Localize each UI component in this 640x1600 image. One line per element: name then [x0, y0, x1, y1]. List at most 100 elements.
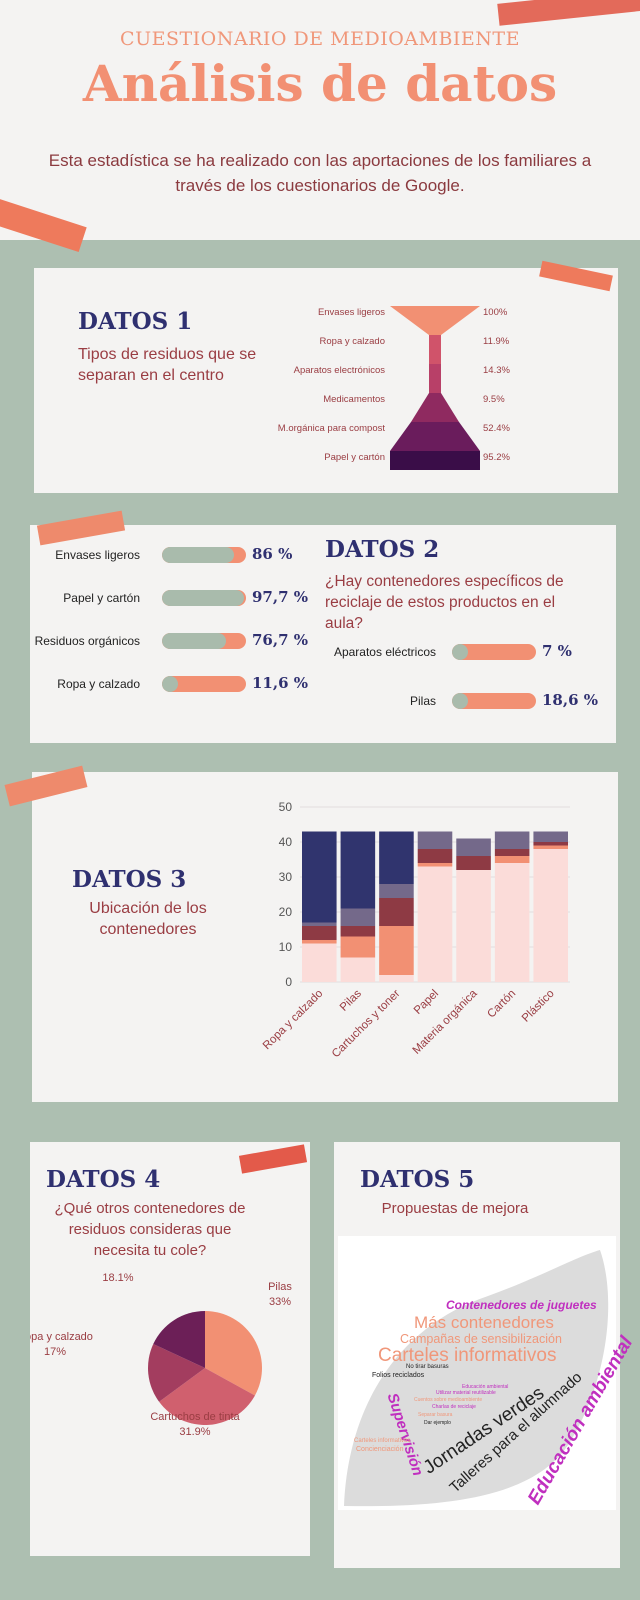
word: Campañas de sensibilización: [400, 1332, 562, 1346]
bar-segment: [340, 831, 376, 909]
progress-label: Pilas: [409, 694, 436, 708]
intro-text: Esta estadística se ha realizado con las…: [48, 151, 592, 195]
progress-fill: [452, 644, 468, 660]
bar-segment: [340, 957, 376, 982]
datos1-subtitle: Tipos de residuos que se separan en el c…: [78, 346, 257, 384]
progress-track: [162, 676, 246, 692]
bar-segment: [379, 898, 414, 926]
datos4-subtitle: ¿Qué otros contenedores de residuos cons…: [54, 1200, 246, 1259]
bar-segment: [340, 926, 376, 937]
progress-label: Residuos orgánicos: [34, 634, 140, 648]
progress-label: Ropa y calzado: [57, 677, 140, 691]
funnel-category-label: Ropa y calzado: [320, 336, 385, 347]
word: Utilizar material reutilizable: [436, 1390, 496, 1396]
bar-segment: [379, 975, 414, 982]
datos1-panel: [34, 268, 618, 493]
datos3-subtitle: Ubicación de los contenedores: [89, 900, 207, 938]
funnel-segment: [429, 335, 441, 364]
bar-segment: [417, 849, 453, 863]
word: Cuentos sobre medioambiente: [414, 1397, 483, 1403]
x-tick-label: Plástico: [520, 988, 557, 1025]
word: No tirar basuras: [406, 1364, 449, 1370]
progress-fill: [452, 693, 468, 709]
x-tick-label: Cartón: [485, 988, 518, 1021]
progress-value: 76,7 %: [252, 631, 309, 649]
progress-value: 97,7 %: [252, 588, 309, 606]
progress-label: Papel y cartón: [63, 591, 140, 605]
bar-segment: [494, 863, 530, 982]
progress-fill: [162, 676, 178, 692]
progress-value: 11,6 %: [252, 674, 309, 692]
y-tick-label: 0: [285, 975, 292, 989]
stacked-bar-chart: 0 10 20 30 40 50 Ropa y calzado PilasCartuchos …: [262, 800, 570, 1061]
bar-segment: [302, 922, 337, 926]
funnel-value-label: 95.2%: [483, 452, 510, 463]
datos3-heading: DATOS 3: [72, 866, 187, 893]
x-tick-label: Cartuchos y toner: [330, 988, 403, 1061]
funnel-category-label: Papel y cartón: [324, 452, 385, 463]
progress-value: 7 %: [542, 642, 572, 660]
bar-segment: [302, 831, 337, 923]
word: Más contenedores: [414, 1313, 554, 1332]
page-title: Análisis de datos: [82, 54, 558, 113]
datos5-subtitle: Propuestas de mejora: [381, 1200, 529, 1217]
bar-segment: [340, 908, 376, 926]
pie-category-label: Ropa y calzado: [30, 1331, 93, 1343]
pie-value-label: 18.1%: [102, 1272, 133, 1284]
funnel-chart: Envases ligeros 100% Ropa y calzado 11.9% Ap…: [278, 306, 510, 470]
word: Contenedores de juguetes: [446, 1298, 597, 1312]
progress-value: 86 %: [252, 545, 293, 563]
datos5-heading: DATOS 5: [360, 1166, 475, 1193]
y-tick-label: 20: [279, 905, 293, 919]
bar-segment: [417, 863, 453, 867]
pie-value-label: 31.9%: [179, 1426, 210, 1438]
funnel-value-label: 14.3%: [483, 365, 510, 376]
y-tick-label: 30: [279, 870, 293, 884]
bar-segment: [302, 943, 337, 982]
bar-segment: [417, 831, 453, 849]
bar-segment: [533, 849, 568, 982]
y-tick-label: 10: [279, 940, 293, 954]
progress-fill: [162, 590, 245, 606]
funnel-category-label: Medicamentos: [323, 394, 385, 405]
funnel-category-label: Aparatos electrónicos: [294, 365, 386, 376]
bar-segment: [533, 845, 568, 849]
x-tick-label: Pilas: [338, 987, 364, 1013]
funnel-segment: [411, 393, 459, 422]
header-subtitle: CUESTIONARIO DE MEDIOAMBIENTE: [120, 28, 520, 50]
progress-track: [452, 644, 536, 660]
y-tick-label: 50: [279, 800, 293, 814]
pie-category-label: Pilas: [268, 1281, 292, 1293]
pie-slice: [159, 1368, 255, 1425]
progress-label: Aparatos eléctricos: [333, 645, 436, 659]
pie-slice: [153, 1311, 205, 1368]
funnel-value-label: 100%: [483, 307, 508, 318]
datos2-heading: DATOS 2: [325, 536, 440, 563]
progress-track: [162, 633, 246, 649]
header-panel: [0, 0, 640, 240]
word: Folios reciclados: [372, 1372, 425, 1379]
bar-segment: [379, 926, 414, 975]
word: Concienciación: [356, 1446, 404, 1453]
pie-value-label: 33%: [269, 1296, 291, 1308]
pie-category-label: Cartuchos de tinta: [150, 1411, 240, 1423]
datos4-heading: DATOS 4: [46, 1166, 161, 1193]
bar-segment: [494, 849, 530, 856]
funnel-segment: [390, 422, 480, 451]
progress-fill: [162, 633, 227, 649]
bar-segment: [379, 831, 414, 884]
bar-segment: [456, 856, 491, 870]
pie-slice: [148, 1344, 205, 1402]
word: Carteles informativos: [378, 1345, 557, 1366]
funnel-value-label: 52.4%: [483, 423, 510, 434]
funnel-value-label: 11.9%: [483, 336, 510, 347]
pie-chart: Pilas 33% Cartuchos de tinta 31.9% Ropa y ca…: [30, 1272, 292, 1438]
bar-segment: [456, 838, 491, 856]
funnel-segment: [390, 451, 480, 470]
funnel-value-label: 9.5%: [483, 394, 505, 405]
bar-segment: [302, 940, 337, 944]
progress-track: [162, 590, 246, 606]
word: Carteles informativos: [354, 1438, 411, 1444]
bar-segment: [494, 856, 530, 863]
funnel-category-label: M.orgánica para compost: [278, 423, 386, 434]
